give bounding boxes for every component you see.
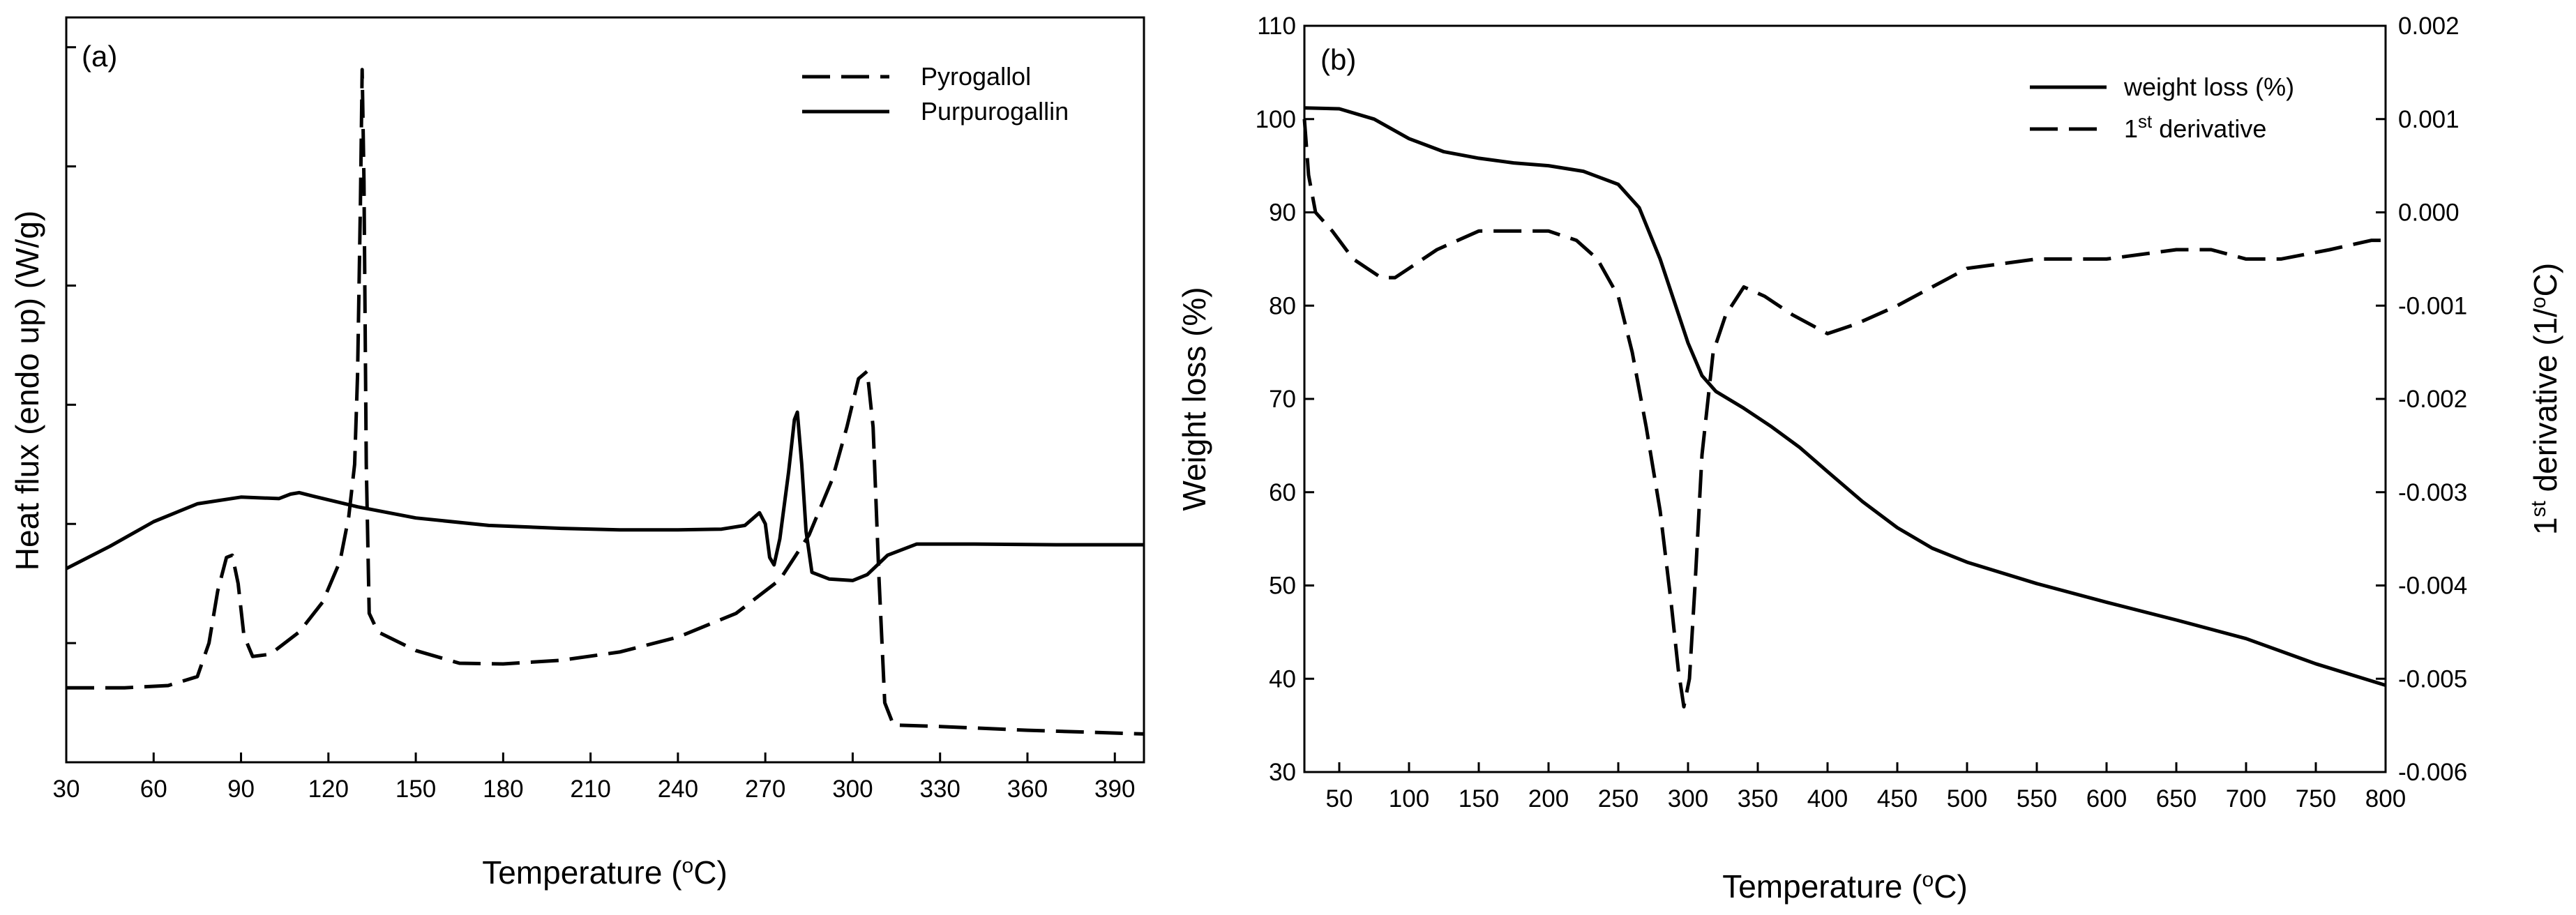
panel-b-x-axis: 50 100 150 200 250 300 350 400 450 500 550 600 650 70…	[1326, 762, 2406, 812]
panel-a-x-title: Temperature (oC)	[482, 854, 728, 891]
panel-b-y-tick-label: 70	[1269, 386, 1296, 413]
panel-b-x-tick-label: 200	[1528, 785, 1569, 812]
legend-pyrogallol-label: Pyrogallol	[921, 62, 1031, 91]
panel-b-x-tick-label: 150	[1459, 785, 1499, 812]
panel-a-x-tick-label: 210	[570, 776, 610, 803]
panel-a-frame	[65, 16, 1145, 764]
panel-b-x-tick-label: 800	[2365, 785, 2406, 812]
panel-a-chart: (a) 30 60 90 120 150 180 210 240 270 300 330 360 390…	[9, 16, 1145, 891]
panel-b-y2-tick-label: -0.005	[2398, 665, 2467, 693]
panel-b-x-tick-label: 700	[2226, 785, 2266, 812]
panel-a-x-tick-label: 360	[1007, 776, 1048, 803]
panel-b-y2-tick-label: -0.004	[2398, 573, 2467, 600]
panel-b-y-tick-label: 50	[1269, 573, 1296, 600]
panel-b-y-tick-label: 90	[1269, 199, 1296, 227]
panel-a-x-tick-label: 180	[483, 776, 523, 803]
series-1st-derivative	[1302, 119, 2386, 709]
panel-b-series-group	[1302, 106, 2386, 709]
panel-a-x-tick-label: 390	[1094, 776, 1135, 803]
panel-a-label: (a)	[82, 40, 117, 73]
panel-b-y-tick-label: 80	[1269, 292, 1296, 319]
panel-b-x-tick-label: 250	[1598, 785, 1639, 812]
panel-b-x-tick-label: 50	[1326, 785, 1353, 812]
panel-a-x-tick-label: 60	[140, 776, 167, 803]
series-purpurogallin	[65, 410, 1144, 582]
panel-a-series-group	[65, 68, 1145, 736]
series-weight-loss-	[1304, 106, 2386, 687]
panel-b-y-tick-label: 30	[1269, 759, 1296, 786]
panel-b-x-tick-label: 300	[1668, 785, 1708, 812]
panel-a-y-title: Heat flux (endo up) (W/g)	[9, 211, 45, 570]
legend-purpurogallin-label: Purpurogallin	[921, 97, 1069, 126]
panel-b-x-tick-label: 350	[1738, 785, 1778, 812]
panel-b-x-tick-label: 450	[1877, 785, 1918, 812]
panel-b-y2-tick-label: 0.002	[2398, 13, 2460, 40]
panel-a-x-tick-label: 330	[919, 776, 960, 803]
panel-b-y-tick-label: 60	[1269, 479, 1296, 506]
panel-b-y2-tick-label: 0.001	[2398, 106, 2460, 133]
panel-b-x-tick-label: 500	[1947, 785, 1987, 812]
panel-b-x-tick-label: 400	[1807, 785, 1848, 812]
panel-b-y2-tick-label: 0.000	[2398, 199, 2460, 227]
panel-a-x-tick-label: 270	[745, 776, 785, 803]
panel-b-x-tick-label: 100	[1389, 785, 1429, 812]
panel-a-x-tick-label: 300	[832, 776, 873, 803]
panel-b-legend: weight loss (%) 1st derivative	[2030, 73, 2294, 143]
panel-b-chart: (b) 50 100 150 200 250 300 350 400 450 500 550 600 6…	[1176, 13, 2563, 905]
panel-b-y2-axis: -0.006 -0.005 -0.004 -0.003 -0.002 -0.001 0.00…	[2376, 13, 2467, 786]
panel-b-x-tick-label: 750	[2296, 785, 2336, 812]
panel-b-label: (b)	[1320, 43, 1356, 76]
panel-b-x-tick-label: 650	[2156, 785, 2197, 812]
panel-a-legend: Pyrogallol Purpurogallin	[802, 62, 1069, 126]
panel-a-y-axis	[66, 46, 76, 764]
panel-b-x-tick-label: 550	[2017, 785, 2057, 812]
panel-b-y-axis: 30 40 50 60 70 80 90 100 110	[1256, 13, 1314, 786]
panel-b-x-tick-label: 600	[2086, 785, 2127, 812]
panel-b-y2-tick-label: -0.001	[2398, 292, 2467, 319]
panel-a-x-tick-label: 90	[227, 776, 255, 803]
panel-b-y2-tick-label: -0.003	[2398, 479, 2467, 506]
legend-weight-loss-label: weight loss (%)	[2123, 73, 2294, 101]
panel-b-y-tick-label: 40	[1269, 665, 1296, 693]
panel-a-x-tick-label: 240	[658, 776, 698, 803]
panel-a-x-tick-label: 120	[308, 776, 349, 803]
panel-a-x-tick-label: 30	[53, 776, 80, 803]
panel-a-x-tick-label: 150	[396, 776, 436, 803]
panel-b-y-tick-label: 110	[1257, 13, 1296, 40]
panel-b-y2-title: 1st derivative (1/oC)	[2527, 263, 2563, 535]
panel-b-y2-tick-label: -0.002	[2398, 386, 2467, 413]
panel-b-y2-tick-label: -0.006	[2398, 759, 2467, 786]
legend-derivative-label: 1st derivative	[2124, 111, 2266, 143]
panel-b-x-title: Temperature (oC)	[1722, 868, 1968, 905]
panel-b-y-title: Weight loss (%)	[1176, 287, 1212, 511]
panel-a-x-axis: 30 60 90 120 150 180 210 240 270 300 330 360 390	[53, 753, 1135, 803]
panel-b-y-tick-label: 100	[1256, 106, 1296, 133]
series-pyrogallol	[66, 68, 1145, 736]
